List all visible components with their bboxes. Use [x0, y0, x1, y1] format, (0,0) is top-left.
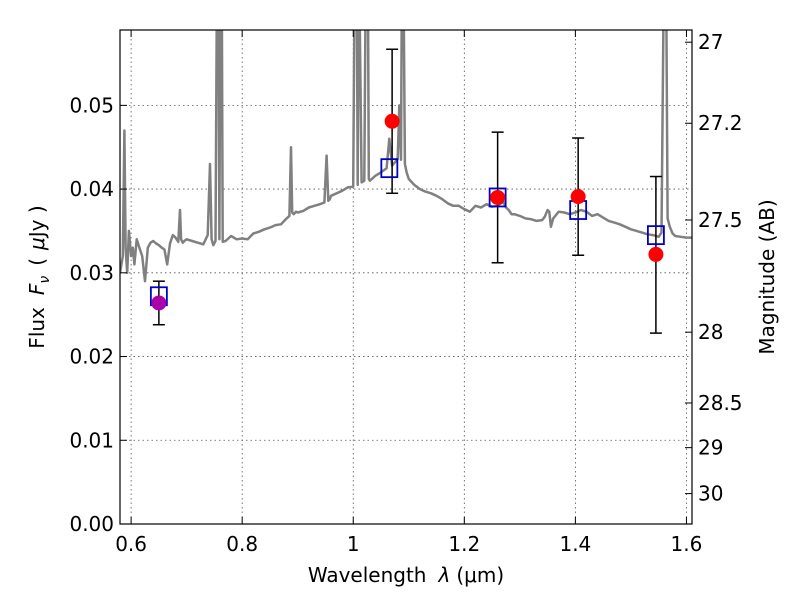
tick-layer: 0.6 0.8 1 1.2 1.4 1.6 0.00 0.01 0.02 0.03 0.04 0.05… — [69, 30, 743, 556]
y2-tick-label: 30 — [698, 482, 723, 506]
y2-tick-label: 27.5 — [698, 208, 743, 232]
y-tick-label: 0.00 — [69, 512, 114, 536]
x-tick-label: 1.4 — [559, 532, 591, 556]
y-axis-title-subscript: ν — [37, 276, 53, 284]
observed-photometry-point — [490, 189, 506, 205]
x-tick-label: 1 — [347, 532, 360, 556]
y-tick-label: 0.01 — [69, 428, 114, 452]
y-axis-title-mu: μ — [25, 237, 49, 251]
model-photometry-square — [647, 225, 665, 246]
y2-tick-label: 27 — [698, 30, 723, 54]
x-axis-title-symbol: λ — [438, 563, 451, 587]
spectrum-line — [120, 30, 692, 283]
data-layer — [120, 30, 692, 283]
model-photometry-square — [488, 187, 507, 208]
observed-photometry-point — [151, 295, 167, 311]
y-axis-title: Flux Fν ( μJy ) — [25, 205, 53, 348]
x-tick-label: 1.2 — [448, 532, 480, 556]
y2-tick-label: 28.5 — [698, 391, 743, 415]
y2-axis-title: Magnitude (AB) — [755, 199, 779, 354]
x-tick-label: 0.6 — [115, 532, 147, 556]
observed-photometry-point — [570, 189, 586, 205]
model-photometry-square — [380, 158, 399, 179]
y-tick-label: 0.05 — [69, 93, 114, 117]
x-axis-title-text: Wavelength — [308, 563, 427, 587]
y-tick-label: 0.03 — [69, 261, 114, 285]
x-axis-title: Wavelength λ (μm) — [308, 563, 504, 587]
y2-tick-label: 29 — [698, 436, 723, 460]
plot-frame — [119, 29, 693, 525]
plot-background — [120, 30, 692, 524]
y2-tick-label: 28 — [698, 320, 723, 344]
observed-photometry-point — [384, 113, 400, 129]
y-axis-title-unit: Jy ) — [25, 205, 49, 239]
y-axis-title-symbol: F — [25, 283, 49, 295]
y-axis-title-open: ( — [25, 258, 49, 266]
y-tick-label: 0.04 — [69, 177, 114, 201]
observed-photometry-point — [648, 246, 664, 262]
y-tick-label: 0.02 — [69, 345, 114, 369]
y2-tick-label: 27.2 — [698, 111, 743, 135]
x-axis-title-unit: (μm) — [456, 563, 504, 587]
x-tick-label: 1.6 — [671, 532, 703, 556]
x-tick-label: 0.8 — [226, 532, 258, 556]
errorbar-layer — [149, 48, 665, 334]
y-axis-title-text: Flux — [25, 307, 49, 349]
